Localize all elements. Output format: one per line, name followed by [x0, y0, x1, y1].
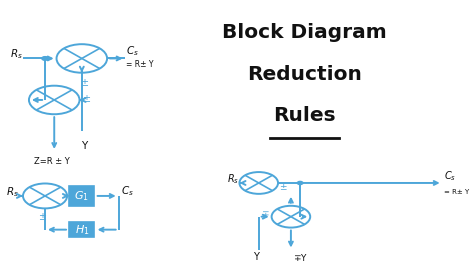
- Text: $\pm$: $\pm$: [38, 211, 47, 222]
- FancyBboxPatch shape: [69, 222, 94, 238]
- Text: = R± Y: = R± Y: [444, 189, 469, 195]
- Text: Rules: Rules: [273, 106, 336, 125]
- Text: Reduction: Reduction: [247, 65, 362, 84]
- Text: $C_s$: $C_s$: [127, 44, 139, 57]
- Text: $R_s$: $R_s$: [6, 185, 19, 199]
- Text: $C_s$: $C_s$: [444, 170, 456, 183]
- Text: $R_s$: $R_s$: [9, 48, 22, 61]
- Text: Y: Y: [254, 252, 259, 262]
- Text: $\pm$: $\pm$: [280, 182, 288, 192]
- Text: Z=R ± Y: Z=R ± Y: [34, 157, 70, 166]
- Text: $\pm$: $\pm$: [82, 93, 91, 104]
- Text: = R± Y: = R± Y: [127, 60, 154, 69]
- Text: $\mp$Y: $\mp$Y: [293, 252, 308, 263]
- Text: $\mp$: $\mp$: [261, 209, 269, 219]
- Text: $C_s$: $C_s$: [121, 184, 134, 198]
- Text: $G_1$: $G_1$: [74, 189, 89, 203]
- Text: $R_s$: $R_s$: [227, 172, 239, 186]
- Text: Block Diagram: Block Diagram: [222, 23, 387, 42]
- Text: Y: Y: [81, 142, 87, 151]
- Text: $H_1$: $H_1$: [74, 223, 89, 236]
- Circle shape: [297, 181, 303, 185]
- Circle shape: [42, 57, 48, 60]
- FancyBboxPatch shape: [69, 186, 94, 206]
- Text: $\pm$: $\pm$: [80, 77, 89, 88]
